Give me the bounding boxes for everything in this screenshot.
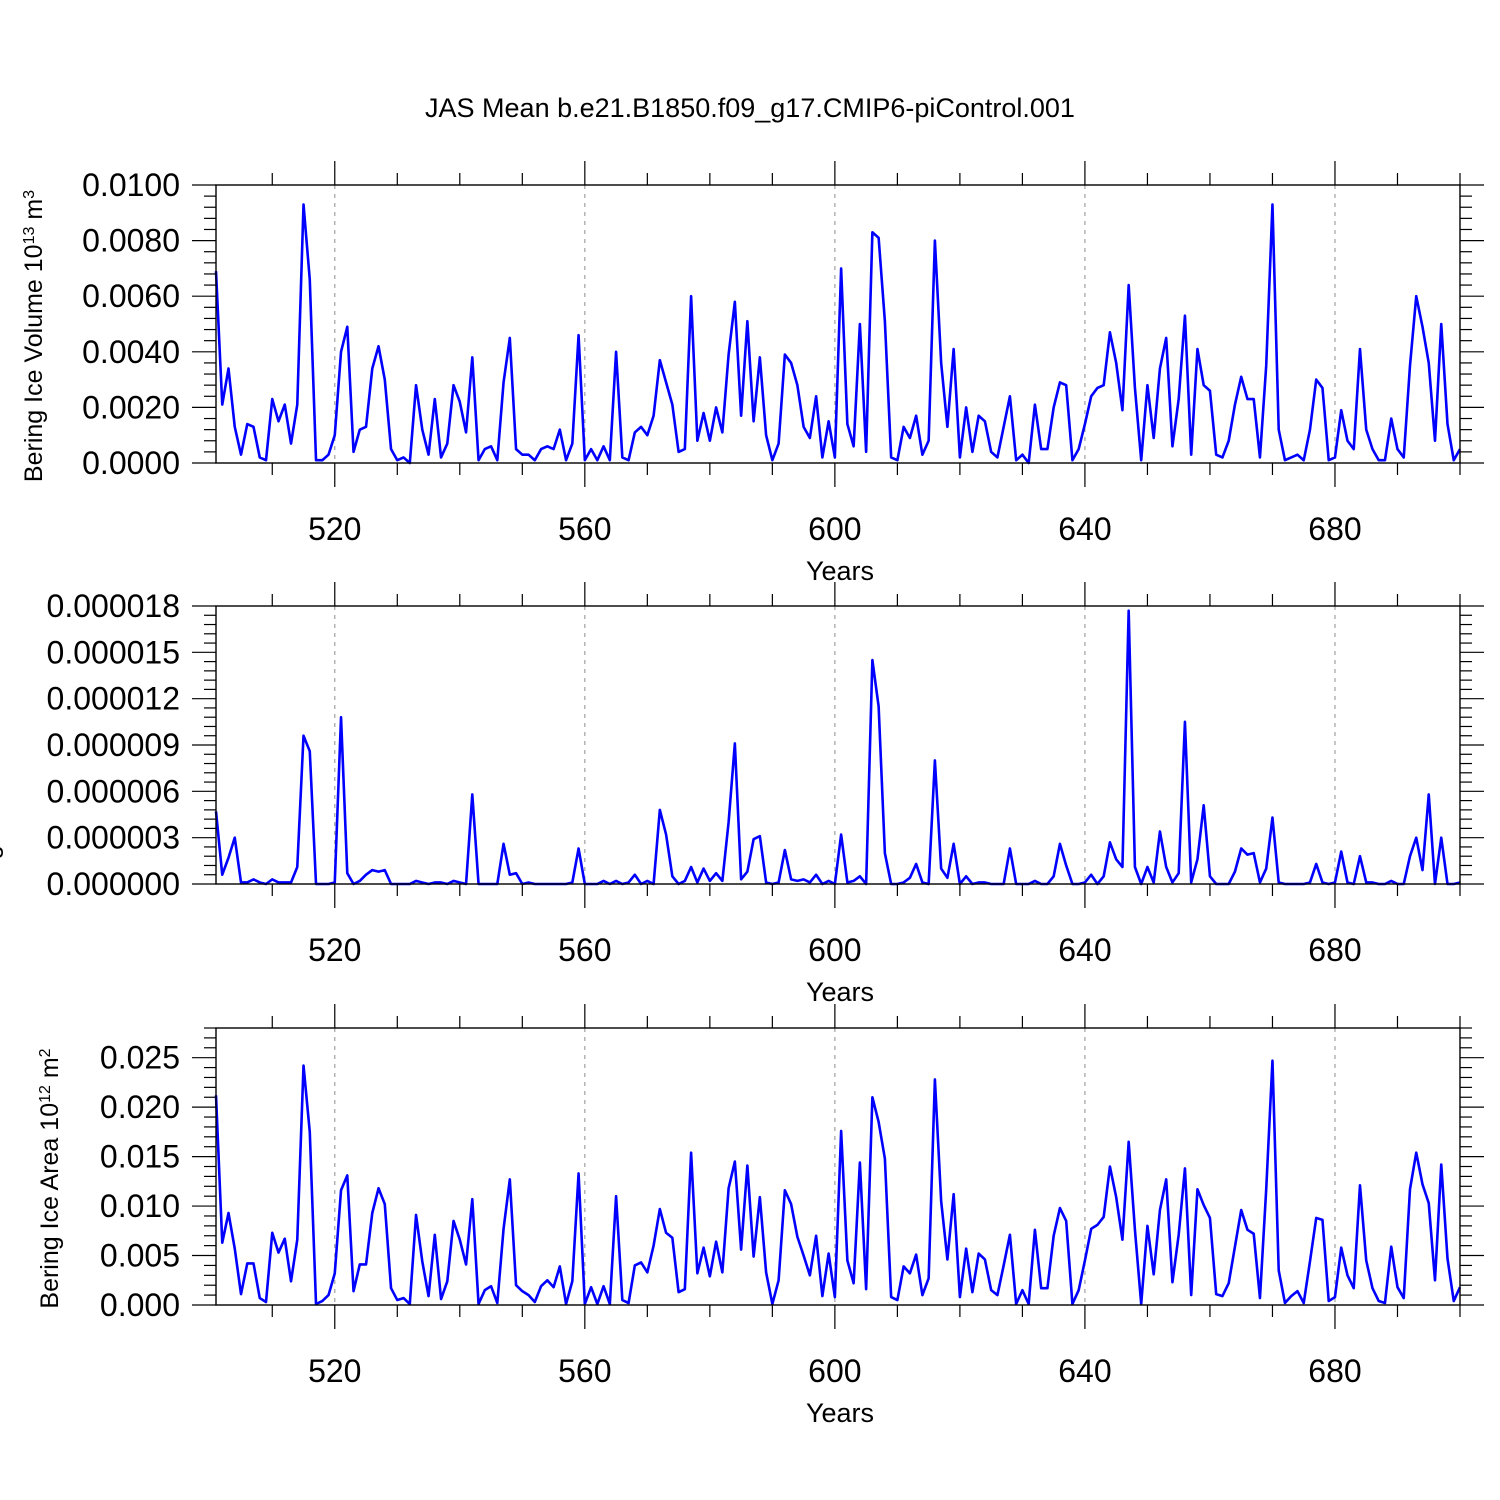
x-axis-title: Years: [806, 1398, 874, 1428]
y-axis-title-part: Bering Ice Volume 10: [20, 244, 48, 482]
x-tick-label: 680: [1308, 511, 1361, 547]
x-axis-title: Years: [806, 556, 874, 586]
series-line: [214, 1059, 1462, 1306]
series-line: [214, 609, 1461, 886]
y-tick-label: 0.000012: [47, 681, 180, 717]
chart-panel-1: 0.0000 0.0020 0.0040 0.0060 0.0080 0.0100 520 5…: [20, 161, 1484, 586]
x-axis-title: Years: [806, 977, 874, 1007]
x-tick-label: 560: [558, 511, 611, 547]
y-axis-title-part: m: [20, 199, 48, 227]
y-tick-label: 0.020: [100, 1089, 180, 1125]
x-tick-label: 600: [808, 511, 861, 547]
plot-frame: [215, 605, 1461, 885]
page-title: JAS Mean b.e21.B1850.f09_g17.CMIP6-piCon…: [425, 93, 1075, 123]
y-tick-label: 0.0040: [82, 334, 180, 370]
x-tick-label: 680: [1308, 932, 1361, 968]
x-tick-label: 600: [808, 1353, 861, 1389]
series-line: [214, 203, 1462, 465]
x-tick-label: 560: [558, 1353, 611, 1389]
y-tick-label: 0.0020: [82, 389, 180, 425]
y-tick-label: 0.0100: [82, 167, 180, 203]
x-tick-label: 600: [808, 932, 861, 968]
y-tick-label: 0.010: [100, 1188, 180, 1224]
y-axis-title: Bering Ice Volume 1013 m3: [20, 190, 48, 482]
y-tick-label: 0.0060: [82, 278, 180, 314]
y-tick-label: 0.005: [100, 1238, 180, 1274]
y-tick-label: 0.000: [100, 1287, 180, 1323]
y-tick-label: 0.0000: [82, 445, 180, 481]
y-tick-label: 0.015: [100, 1139, 180, 1175]
y-axis-title-exponent: 13: [21, 227, 38, 245]
y-axis-title-exponent: 3: [21, 190, 38, 199]
y-axis-title-part: m: [36, 1057, 64, 1085]
plot-frame: [215, 184, 1461, 464]
y-tick-label: 0.000006: [47, 773, 180, 809]
x-tick-label: 640: [1058, 1353, 1111, 1389]
y-axis-title: Bering Ice Area 1012 m2: [36, 1048, 64, 1308]
chart-panel-2: 0.000000 0.000003 0.000006 0.000009 0.000012…: [0, 582, 1484, 1007]
x-tick-label: 520: [308, 511, 361, 547]
y-axis-title-part: Bering Ice Area 10: [36, 1103, 64, 1309]
x-tick-label: 680: [1308, 1353, 1361, 1389]
y-axis-title-exponent: 2: [37, 1048, 54, 1057]
x-tick-label: 520: [308, 932, 361, 968]
y-axis-title-part: m: [0, 605, 4, 633]
x-tick-label: 520: [308, 1353, 361, 1389]
y-axis-title: Bering Snow Volume 1013 m3: [0, 596, 4, 917]
y-tick-label: 0.000015: [47, 634, 180, 670]
y-tick-label: 0.000000: [47, 866, 180, 902]
chart-panel-3: 0.000 0.005 0.010 0.015 0.020 0.025 520 560 600 6…: [36, 1004, 1484, 1428]
y-tick-label: 0.0080: [82, 223, 180, 259]
x-tick-label: 640: [1058, 932, 1111, 968]
y-axis-title-part: Bering Snow Volume 10: [0, 651, 4, 918]
y-tick-label: 0.000009: [47, 727, 180, 763]
x-tick-label: 560: [558, 932, 611, 968]
y-tick-label: 0.025: [100, 1040, 180, 1076]
y-axis-title-exponent: 12: [37, 1085, 54, 1103]
x-tick-label: 640: [1058, 511, 1111, 547]
y-tick-label: 0.000003: [47, 820, 180, 856]
y-tick-label: 0.000018: [47, 588, 180, 624]
